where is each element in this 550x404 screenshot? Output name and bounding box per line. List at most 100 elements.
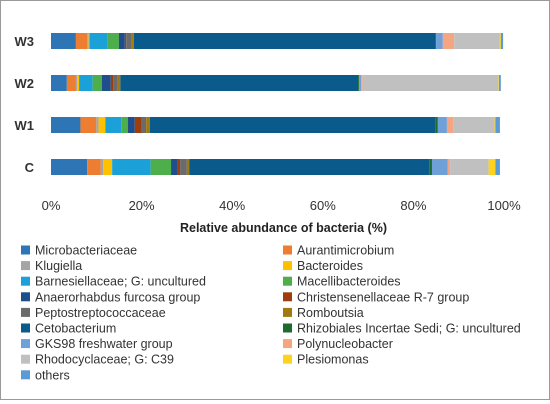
bar-segment: [151, 159, 171, 175]
bar-segment: [358, 75, 359, 91]
legend-swatch: [283, 246, 292, 255]
bar-segment: [79, 75, 93, 91]
legend-label: Polynucleobacter: [297, 337, 393, 351]
legend-swatch: [283, 308, 292, 317]
legend-label: Aurantimicrobium: [297, 244, 394, 258]
legend-item: Barnesiellaceae; G: uncultured: [21, 275, 206, 289]
x-tick-label: 20%: [129, 198, 155, 213]
bar-segment: [113, 75, 118, 91]
bar-segment: [499, 33, 500, 49]
x-tick-label: 60%: [310, 198, 336, 213]
legend-swatch: [21, 339, 30, 348]
legend-label: others: [35, 368, 70, 382]
legend-swatch: [283, 339, 292, 348]
bar-segment: [101, 159, 103, 175]
bar-segment: [102, 75, 111, 91]
bar-segment: [363, 75, 499, 91]
legend-swatch: [283, 324, 292, 333]
legend-item: others: [21, 368, 70, 382]
bar-segment: [150, 117, 435, 133]
bar-segment: [121, 117, 128, 133]
legend-label: Cetobacterium: [35, 322, 116, 336]
legend-item: Peptostreptococcaceae: [21, 306, 166, 320]
legend-swatch: [283, 277, 292, 286]
legend-item: Anaerorhabdus furcosa group: [21, 290, 200, 304]
x-tick-label: 0%: [42, 198, 61, 213]
x-tick-label: 40%: [219, 198, 245, 213]
legend-swatch: [21, 261, 30, 270]
legend-swatch: [21, 370, 30, 379]
legend-item: Rhodocyclaceae; G: C39: [21, 353, 174, 367]
category-label: W1: [15, 118, 35, 133]
legend-label: GKS98 freshwater group: [35, 337, 173, 351]
legend-swatch: [283, 355, 292, 364]
bar-segment: [51, 117, 80, 133]
legend-item: Plesiomonas: [283, 353, 369, 367]
bar-segment: [180, 159, 187, 175]
legend-label: Macellibacteroides: [297, 275, 401, 289]
bar-segment: [125, 33, 126, 49]
legend-swatch: [21, 308, 30, 317]
bar-segment: [435, 117, 438, 133]
bar-segment: [178, 159, 180, 175]
bar-segment: [51, 33, 76, 49]
legend-item: Aurantimicrobium: [283, 244, 394, 258]
category-label: W3: [15, 34, 35, 49]
bar-segment: [90, 33, 108, 49]
legend-label: Christensenellaceae R-7 group: [297, 290, 469, 304]
legend-swatch: [21, 277, 30, 286]
bar-segment: [189, 159, 429, 175]
x-axis-title: Relative abundance of bacteria (%): [180, 221, 387, 235]
legend-swatch: [21, 246, 30, 255]
bar-segment: [359, 75, 361, 91]
bar-segment: [494, 117, 495, 133]
bar-segment: [443, 33, 454, 49]
legend-item: Polynucleobacter: [283, 337, 393, 351]
bar-segment: [103, 159, 112, 175]
x-tick-label: 80%: [400, 198, 426, 213]
bar-segment: [438, 117, 447, 133]
bar-segment: [99, 117, 106, 133]
bar-segment: [76, 33, 87, 49]
bar-segment: [454, 33, 499, 49]
legend-item: Romboutsia: [283, 306, 364, 320]
bar-segment: [76, 75, 77, 91]
legend-label: Peptostreptococcaceae: [35, 306, 166, 320]
bar-segment: [87, 159, 101, 175]
bar-segment: [132, 33, 134, 49]
bar-segment: [108, 33, 119, 49]
bar-segment: [51, 75, 67, 91]
legend-label: Anaerorhabdus furcosa group: [35, 290, 200, 304]
bar-segment: [187, 159, 189, 175]
bar-segment: [361, 75, 362, 91]
bar-segment: [501, 33, 503, 49]
bar-segment: [119, 33, 125, 49]
bar-segment: [89, 33, 90, 49]
legend-label: Rhodocyclaceae; G: C39: [35, 353, 174, 367]
legend-item: Microbacteriaceae: [21, 244, 137, 258]
bar-segment: [171, 159, 178, 175]
category-label: C: [25, 160, 35, 175]
legend-label: Barnesiellaceae; G: uncultured: [35, 275, 206, 289]
bar-segment: [87, 33, 88, 49]
legend-label: Klugiella: [35, 259, 82, 273]
bar-segment: [489, 159, 496, 175]
bars-layer: [51, 33, 503, 175]
bar-segment: [67, 75, 76, 91]
bar-segment: [495, 117, 500, 133]
bar-segment: [435, 33, 436, 49]
bar-segment: [105, 117, 121, 133]
legend-item: Cetobacterium: [21, 322, 116, 336]
bar-segment: [447, 117, 454, 133]
legend-item: GKS98 freshwater group: [21, 337, 173, 351]
category-label: W2: [15, 76, 35, 91]
bar-segment: [120, 75, 358, 91]
legend-label: Rhizobiales Incertae Sedi; G: uncultured: [297, 322, 521, 336]
legend-item: Rhizobiales Incertae Sedi; G: uncultured: [283, 322, 521, 336]
bar-segment: [146, 117, 150, 133]
bar-segment: [118, 75, 121, 91]
bar-segment: [77, 75, 79, 91]
